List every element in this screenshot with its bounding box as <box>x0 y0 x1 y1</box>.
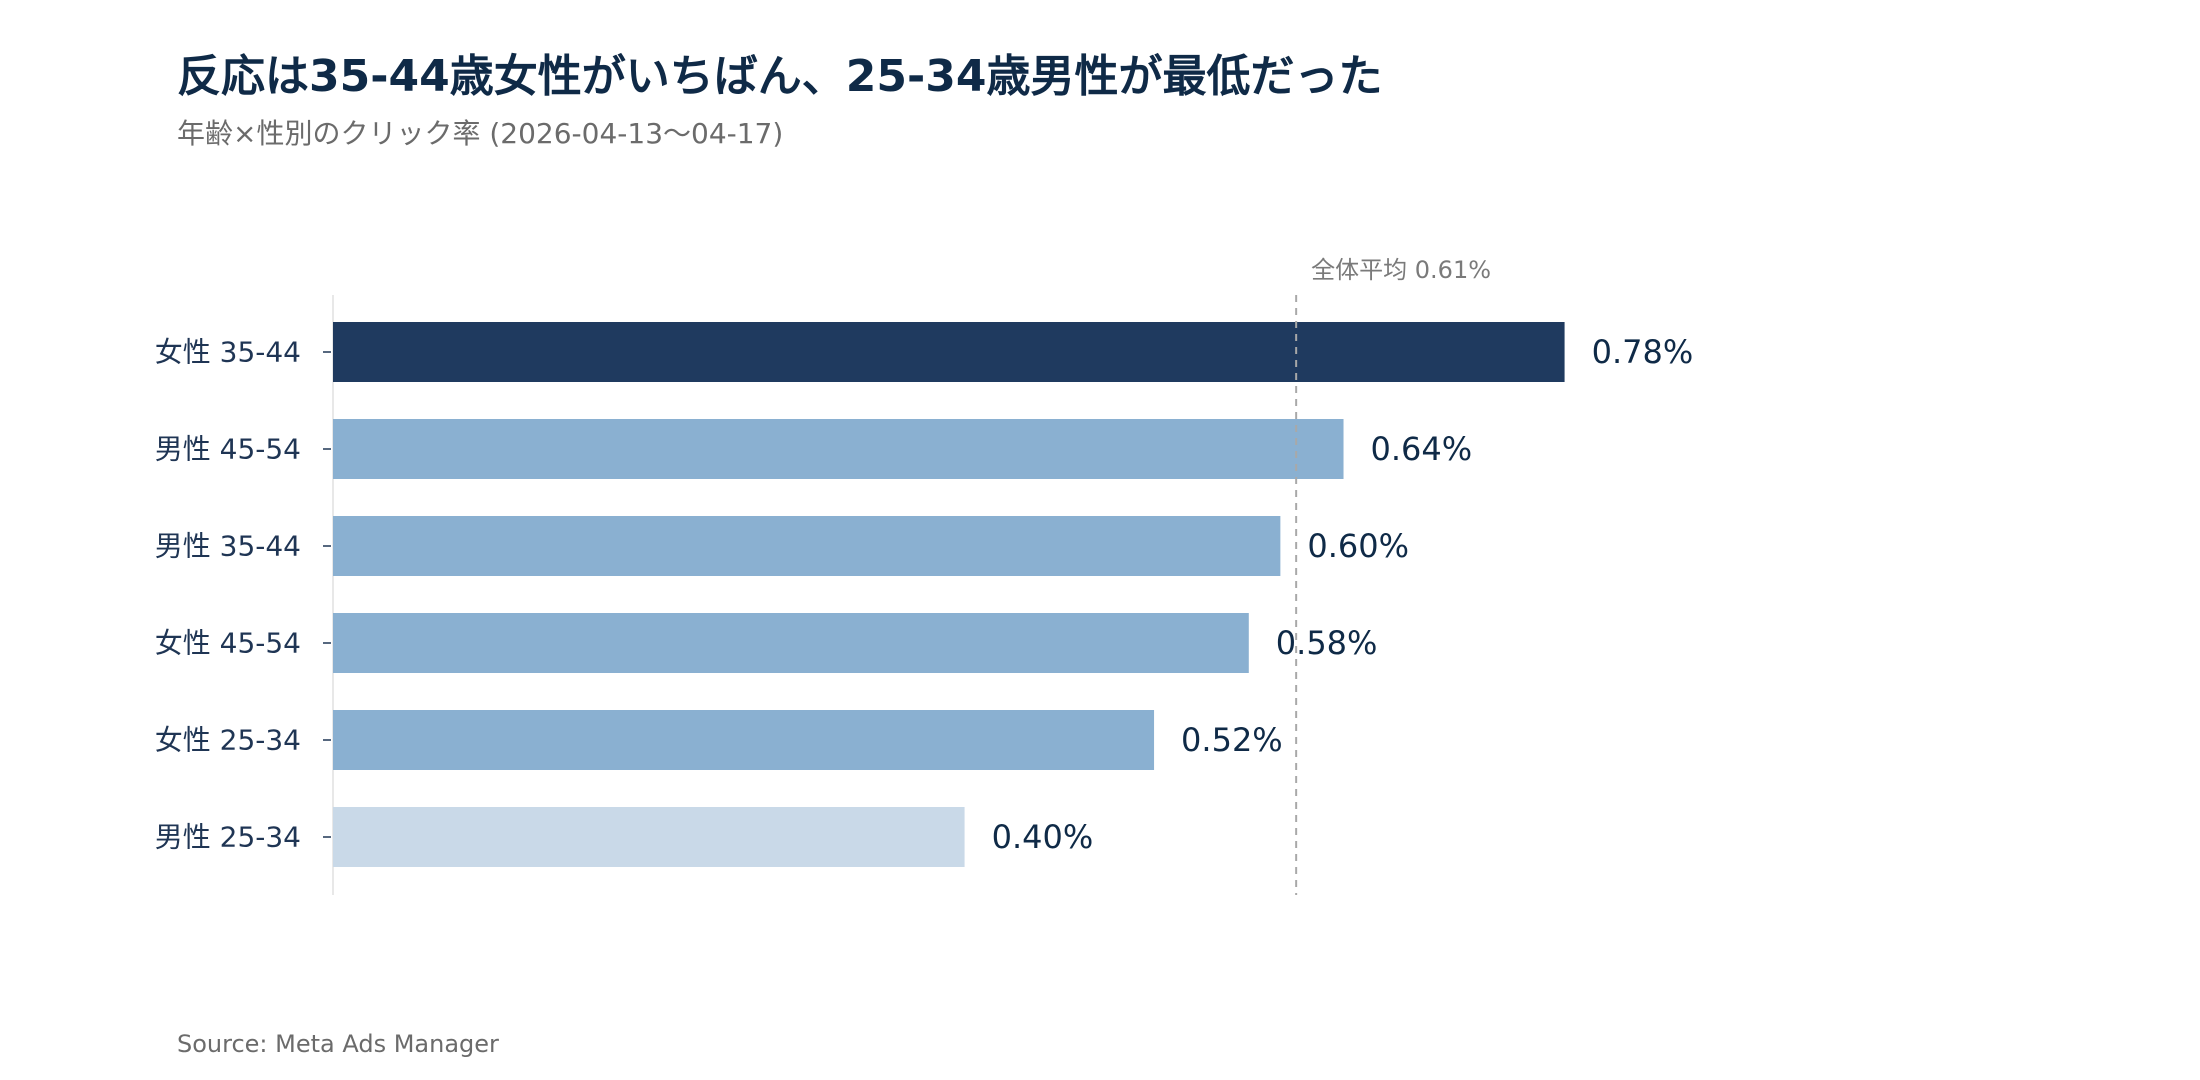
bar <box>333 710 1155 770</box>
y-tick-label: 女性 45-54 <box>155 627 301 660</box>
bar <box>333 419 1344 479</box>
y-tick-label: 男性 25-34 <box>155 821 301 854</box>
data-label: 0.52% <box>1181 721 1283 759</box>
y-tick-label: 男性 35-44 <box>155 530 301 563</box>
y-tick-label: 女性 25-34 <box>155 724 301 757</box>
y-tick-label: 女性 35-44 <box>155 336 301 369</box>
y-tick-label: 男性 45-54 <box>155 433 301 466</box>
data-label: 0.40% <box>992 818 1094 856</box>
chart-subtitle: 年齢×性別のクリック率 (2026-04-13〜04-17) <box>177 117 784 150</box>
chart-title: 反応は35-44歳女性がいちばん、25-34歳男性が最低だった <box>177 51 1383 102</box>
data-label: 0.60% <box>1307 527 1409 565</box>
bar-chart: 女性 35-44 0.78% 男性 45-54 0.64% 男性 35-44 0.60% 女… <box>155 256 1694 895</box>
average-reference-label: 全体平均 0.61% <box>1311 256 1491 284</box>
data-label: 0.58% <box>1276 624 1378 662</box>
data-label: 0.78% <box>1592 333 1694 371</box>
bar <box>333 807 965 867</box>
bar <box>333 322 1565 382</box>
source-note: Source: Meta Ads Manager <box>177 1030 499 1058</box>
data-label: 0.64% <box>1371 430 1473 468</box>
bar <box>333 516 1281 576</box>
bar <box>333 613 1249 673</box>
